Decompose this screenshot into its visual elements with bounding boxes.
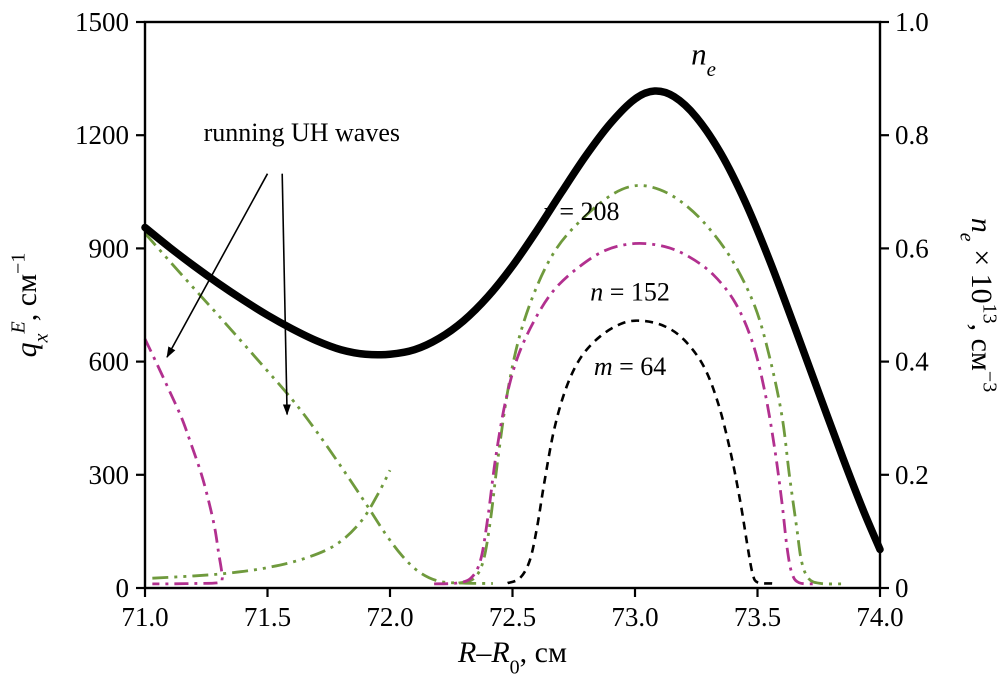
annotation-arrow-2 <box>281 173 291 416</box>
y-right-tick-label: 0.2 <box>895 460 929 490</box>
y-left-tick-label: 0 <box>116 573 130 603</box>
y-left-tick-label: 1200 <box>75 120 129 150</box>
x-tick-label: 74.0 <box>856 602 903 632</box>
x-tick-label: 71.0 <box>121 602 168 632</box>
x-tick-label: 73.0 <box>611 602 658 632</box>
axes-layer: 71.0 71.5 72.0 72.5 73.0 73.5 74.0030060090012… <box>75 7 929 632</box>
x-tick-label: 73.5 <box>734 602 781 632</box>
uh-running-r208-curve <box>143 232 493 585</box>
x-tick-label: 71.5 <box>244 602 291 632</box>
y-left-tick-label: 1500 <box>75 7 129 37</box>
y-right-tick-label: 0.6 <box>895 233 929 263</box>
y-left-tick-label: 900 <box>89 233 130 263</box>
ne-profile-curve <box>141 87 884 554</box>
trapped-n152-curve <box>434 241 817 586</box>
y-left-tick-label: 600 <box>89 347 130 377</box>
m64-label: m = 64 <box>594 352 666 381</box>
y-right-tick-label: 0.8 <box>895 120 929 150</box>
em-branch-r208-curve <box>152 469 392 580</box>
y-right-axis-title: ne × 1013, см−3 <box>956 218 1000 392</box>
trapped-r208-curve <box>458 184 844 586</box>
y-right-tick-label: 1.0 <box>895 7 929 37</box>
ne-label: ne <box>691 36 716 81</box>
y-left-tick-label: 300 <box>89 460 130 490</box>
x-tick-label: 72.5 <box>489 602 536 632</box>
x-axis-title: R–R0, см <box>457 636 567 678</box>
running-uh-waves-label: running UH waves <box>204 118 400 147</box>
y-right-tick-label: 0.4 <box>895 347 929 377</box>
x-tick-label: 72.0 <box>366 602 413 632</box>
y-left-axis-title: qxE, см−1 <box>8 253 53 358</box>
y-right-tick-label: 0 <box>895 573 909 603</box>
r208-label: r = 208 <box>543 197 620 226</box>
uh-running-n152-curve <box>143 338 224 586</box>
curves-layer <box>141 87 884 586</box>
annotation-arrow-1 <box>166 173 269 358</box>
n152-label: n = 152 <box>590 277 670 306</box>
